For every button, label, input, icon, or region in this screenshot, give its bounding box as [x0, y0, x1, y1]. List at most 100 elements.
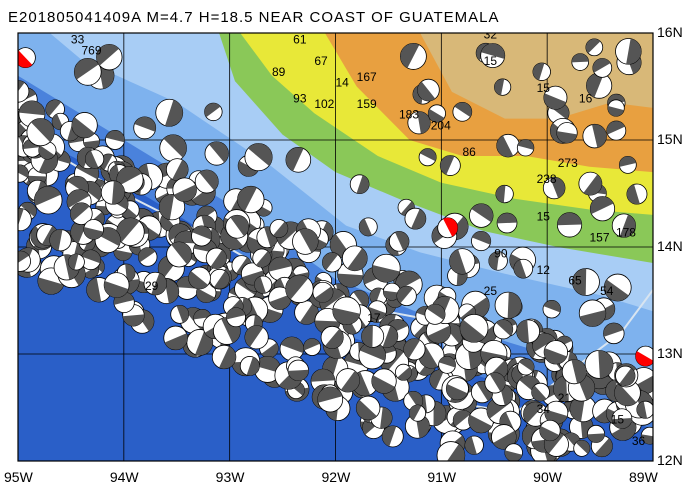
depth-label: 29: [145, 279, 159, 293]
beachball: [517, 358, 535, 376]
highlight-beachball: [635, 345, 653, 367]
beachball: [531, 382, 550, 402]
depth-label: 273: [558, 156, 578, 170]
beachball: [292, 228, 319, 255]
latitude-label: 16N: [657, 24, 683, 40]
beachball: [225, 214, 250, 239]
depth-label: 159: [357, 97, 377, 111]
longitude-label: 89W: [629, 469, 658, 485]
beachball: [572, 268, 600, 296]
depth-label: 89: [272, 65, 286, 79]
depth-label: 769: [82, 43, 102, 57]
beachball: [133, 116, 157, 140]
beachball: [194, 169, 219, 194]
beachball: [495, 184, 514, 204]
beachball: [268, 286, 292, 310]
beachball: [320, 325, 344, 349]
beachball: [488, 251, 508, 271]
beachball: [484, 372, 506, 394]
beachball: [239, 356, 260, 376]
beachball: [496, 133, 520, 158]
beachball: [158, 194, 186, 221]
map-frame: [17, 32, 654, 462]
beachball: [569, 395, 597, 423]
beachball: [427, 104, 446, 123]
beachball: [636, 400, 653, 419]
depth-label: 14: [336, 76, 350, 90]
beachball: [618, 155, 637, 174]
beachball: [532, 62, 551, 81]
beachball: [73, 58, 102, 86]
depth-label: 12: [632, 11, 646, 25]
beachball: [71, 112, 98, 139]
beachball: [493, 319, 514, 340]
beachball: [80, 249, 101, 271]
beachball: [155, 98, 184, 127]
longitude-label: 94W: [109, 469, 139, 485]
beachball: [449, 248, 476, 275]
beachball: [611, 408, 633, 429]
depth-label: 54: [600, 284, 614, 298]
map-title: E201805041409A M=4.7 H=18.5 NEAR COAST O…: [8, 9, 500, 26]
depth-label: 86: [463, 145, 477, 159]
beachball: [285, 147, 312, 173]
beachball: [586, 72, 613, 99]
beachball: [459, 313, 489, 343]
beachball: [335, 368, 360, 393]
beachball: [417, 78, 440, 102]
depth-label: 17: [367, 311, 381, 325]
beachball: [556, 212, 583, 238]
beachball: [371, 368, 397, 394]
beachball: [603, 273, 632, 302]
beachball: [159, 134, 187, 162]
beachball: [84, 149, 105, 169]
beachball: [543, 85, 568, 110]
beachball: [269, 219, 289, 238]
beachball: [607, 99, 625, 117]
beachball: [166, 241, 192, 268]
beachball: [571, 53, 590, 71]
beachball: [116, 166, 144, 194]
beachball: [367, 300, 387, 320]
highlight-beachball: [18, 47, 36, 69]
depth-label: 21: [558, 391, 572, 405]
beachball: [382, 282, 401, 301]
beachball: [404, 207, 427, 230]
depth-label: 157: [590, 231, 610, 245]
latitude-label: 12N: [657, 452, 683, 468]
depth-label: 25: [484, 284, 498, 298]
beachball: [424, 303, 446, 325]
beachball: [268, 256, 293, 282]
depth-label: 12: [537, 263, 551, 277]
beachball: [407, 111, 431, 135]
highlight-beachball: [437, 217, 459, 239]
longitude-label: 95W: [4, 469, 33, 485]
beachball: [494, 291, 522, 319]
beachball: [480, 43, 506, 68]
beachball: [578, 171, 603, 196]
beachball: [279, 336, 305, 362]
beachball: [626, 183, 648, 205]
beachball: [584, 350, 614, 379]
beachball: [83, 219, 104, 240]
beachball: [143, 271, 167, 296]
depth-label: 33: [71, 33, 85, 47]
beachball: [513, 258, 534, 279]
beachball: [496, 212, 518, 234]
beachball: [471, 231, 492, 252]
beachball: [438, 356, 456, 374]
depth-label: 34: [537, 402, 551, 416]
beachball: [409, 404, 427, 422]
beachball: [244, 143, 273, 172]
beachball: [573, 439, 591, 457]
latitude-label: 15N: [657, 131, 683, 147]
beachball: [170, 304, 190, 324]
beachball: [371, 253, 401, 283]
longitude-label: 91W: [427, 469, 457, 485]
beachball: [322, 252, 343, 273]
beachball: [640, 426, 653, 445]
depth-label: 168: [272, 22, 292, 36]
beachball: [543, 340, 568, 365]
beachball: [603, 322, 625, 345]
